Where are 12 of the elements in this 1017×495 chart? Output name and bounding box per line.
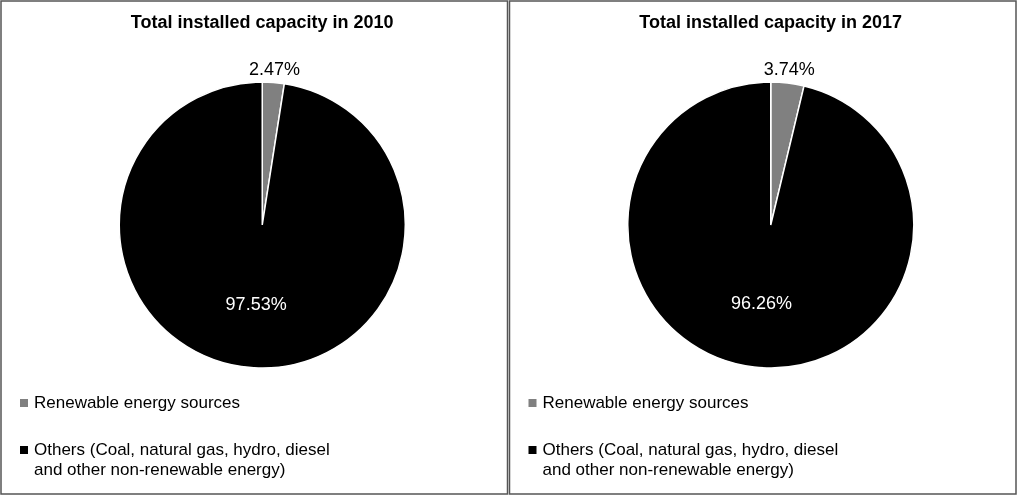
- legend-label: Others (Coal, natural gas, hydro, diesel and other non-renewable energy): [34, 440, 330, 479]
- data-label: 3.74%: [763, 59, 815, 80]
- pie-slice: [627, 81, 915, 369]
- data-label: 2.47%: [248, 58, 300, 79]
- data-label: 96.26%: [731, 293, 793, 314]
- data-label: 97.53%: [225, 293, 287, 314]
- legend-label: Others (Coal, natural gas, hydro, diesel and other non-renewable energy): [542, 440, 839, 479]
- legend-label: Renewable energy sources: [34, 393, 241, 412]
- legend-label: Renewable energy sources: [542, 393, 749, 412]
- chart-title: Total installed capacity in 2010: [130, 12, 394, 32]
- pie-slice: [118, 81, 406, 369]
- chart-title: Total installed capacity in 2017: [639, 12, 903, 32]
